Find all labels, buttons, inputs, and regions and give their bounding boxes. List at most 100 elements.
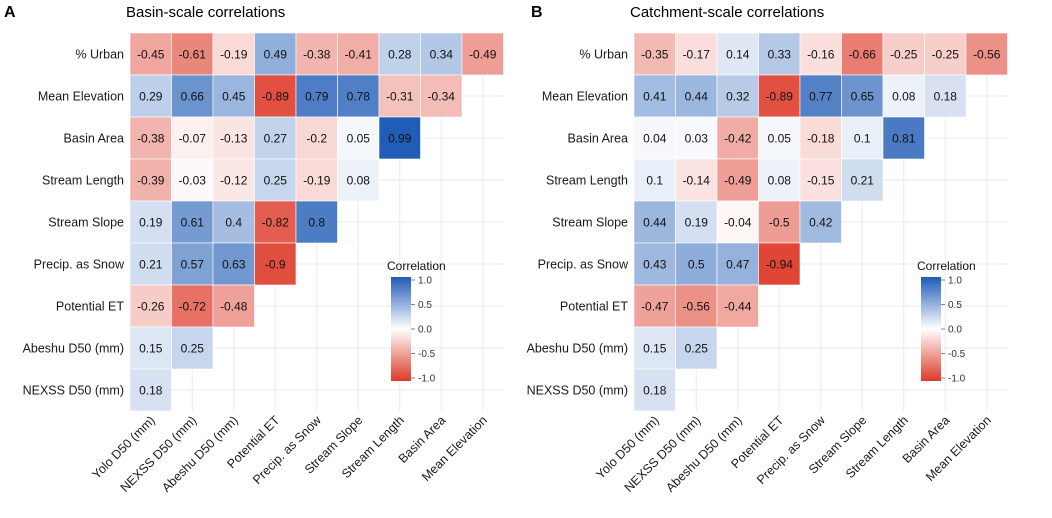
cell-value-label: -0.04: [724, 216, 752, 230]
cell-value-label: -0.49: [724, 174, 752, 188]
heatmap-cell: [171, 32, 214, 76]
heatmap-cell: [254, 242, 297, 286]
heatmap-cell: [716, 74, 759, 118]
row-label: Precip. as Snow: [34, 258, 125, 272]
cell-value-label: -0.38: [137, 132, 165, 146]
heatmap-cell: [716, 158, 759, 202]
cell-value-label: 0.66: [181, 90, 205, 104]
cell-value-label: -0.38: [303, 48, 331, 62]
cell-value-label: -0.19: [220, 48, 248, 62]
heatmap-cell: [378, 74, 421, 118]
heatmap-cell: [675, 326, 718, 370]
heatmap-cell: [758, 116, 801, 160]
cell-value-label: -0.34: [428, 90, 456, 104]
cell-value-label: 0.25: [264, 174, 288, 188]
cell-value-label: 0.57: [181, 258, 205, 272]
heatmap-cell: [675, 200, 718, 244]
cell-value-label: -0.5: [769, 216, 790, 230]
heatmap-cell: [675, 158, 718, 202]
heatmap-cell: [129, 74, 172, 118]
panel-a-basin-scale: A Basin-scale correlations -0.45 -0.61 -0.…: [4, 4, 504, 495]
cell-value-label: -0.25: [890, 48, 918, 62]
column-label: NEXSS D50 (mm): [622, 413, 704, 495]
legend-ticks: 1.0 0.5 0.0 -0.5 -1.0: [411, 276, 436, 385]
legend-title: Correlation: [917, 259, 976, 273]
legend-tick-label: 1.0: [418, 276, 432, 287]
column-labels: Yolo D50 (mm)NEXSS D50 (mm)Abeshu D50 (m…: [593, 413, 994, 495]
heatmap-cell: [965, 32, 1008, 76]
cell-value-label: 0.15: [643, 342, 667, 356]
heatmap-cell: [295, 32, 338, 76]
cell-value-label: -0.17: [683, 48, 711, 62]
heatmap-cell: [633, 200, 676, 244]
cell-value-label: 0.1: [646, 174, 663, 188]
cell-value-label: 0.45: [222, 90, 246, 104]
cell-value-label: 0.21: [139, 258, 163, 272]
heatmap-cell: [212, 116, 255, 160]
cell-value-label: -0.35: [641, 48, 669, 62]
heatmap-cell: [337, 74, 380, 118]
cell-value-label: -0.66: [849, 48, 877, 62]
cell-value-label: 0.03: [685, 132, 709, 146]
panel-title: Basin-scale correlations: [126, 4, 285, 21]
row-label: Stream Slope: [552, 216, 628, 230]
column-label: Abeshu D50 (mm): [159, 413, 241, 495]
row-label: % Urban: [75, 48, 124, 62]
column-label: Abeshu D50 (mm): [663, 413, 745, 495]
cell-value-label: -0.45: [137, 48, 165, 62]
heatmap-cell: [171, 158, 214, 202]
cell-value-label: 0.08: [347, 174, 371, 188]
heatmap-cell: [295, 158, 338, 202]
row-labels: % Urban Mean Elevation Basin Area Stream Le…: [23, 48, 125, 398]
cell-value-label: 0.41: [643, 90, 667, 104]
cell-value-label: -0.07: [179, 132, 207, 146]
heatmap-cell: [129, 368, 172, 412]
cell-value-label: -0.26: [137, 300, 165, 314]
cell-value-label: 0.21: [851, 174, 875, 188]
cell-value-label: 0.47: [726, 258, 750, 272]
legend-tick-label: 0.0: [418, 325, 432, 336]
cell-value-label: 0.05: [768, 132, 792, 146]
cell-value-label: 0.1: [854, 132, 871, 146]
cell-value-label: 0.43: [643, 258, 667, 272]
correlation-legend: Correlation 1.0 0.5 0.0 -0.5 -1.0: [917, 259, 976, 385]
cell-value-label: -0.03: [179, 174, 207, 188]
cell-value-label: -0.56: [973, 48, 1001, 62]
heatmap-cell: [633, 368, 676, 412]
heatmap-cell: [716, 242, 759, 286]
cell-value-label: 0.25: [181, 342, 205, 356]
heatmap-cell: [758, 200, 801, 244]
heatmap-cell: [254, 158, 297, 202]
cell-value-label: 0.8: [308, 216, 325, 230]
row-label: Potential ET: [560, 300, 628, 314]
legend-tick-label: -0.5: [948, 349, 966, 360]
row-label: NEXSS D50 (mm): [527, 384, 628, 398]
heatmap-cell: [129, 242, 172, 286]
heatmap-cells: -0.35 -0.17 0.14 0.33 -0.16 -0.66 -0.25 -0.25 -0…: [633, 32, 1008, 412]
panel-title: Catchment-scale correlations: [630, 4, 824, 21]
heatmap-cell: [212, 242, 255, 286]
cell-value-label: -0.56: [683, 300, 711, 314]
cell-value-label: -0.2: [306, 132, 327, 146]
legend-colorbar: [921, 277, 941, 381]
cell-value-label: 0.19: [685, 216, 709, 230]
cell-value-label: 0.25: [685, 342, 709, 356]
heatmap-cell: [633, 284, 676, 328]
legend-tick-label: 0.5: [418, 300, 432, 311]
heatmap-cell: [633, 326, 676, 370]
heatmap-cell: [337, 158, 380, 202]
heatmap-cell: [675, 74, 718, 118]
row-label: Mean Elevation: [542, 90, 628, 104]
row-label: Stream Slope: [48, 216, 124, 230]
heatmap-cell: [171, 284, 214, 328]
cell-value-label: 0.04: [643, 132, 667, 146]
cell-value-label: 0.99: [388, 132, 412, 146]
heatmap-cell: [129, 158, 172, 202]
cell-value-label: 0.63: [222, 258, 246, 272]
row-label: Mean Elevation: [38, 90, 124, 104]
heatmap-cell: [716, 284, 759, 328]
heatmap-cell: [633, 158, 676, 202]
column-label: NEXSS D50 (mm): [118, 413, 200, 495]
heatmap-cell: [295, 74, 338, 118]
cell-value-label: -0.48: [220, 300, 248, 314]
